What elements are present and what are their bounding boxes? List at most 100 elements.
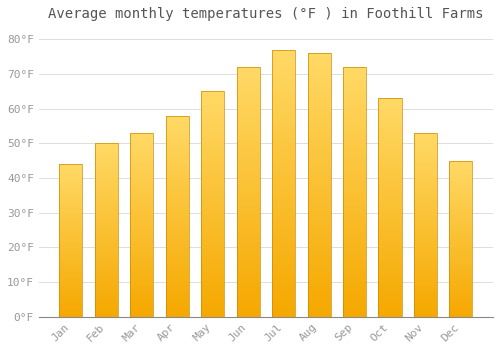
Bar bbox=[130, 271, 154, 273]
Bar bbox=[201, 287, 224, 290]
Bar bbox=[236, 127, 260, 130]
Bar bbox=[60, 180, 82, 181]
Bar bbox=[201, 159, 224, 161]
Bar bbox=[201, 258, 224, 260]
Bar bbox=[60, 205, 82, 207]
Bar bbox=[343, 117, 366, 120]
Bar bbox=[450, 239, 472, 240]
Bar bbox=[95, 144, 118, 317]
Bar bbox=[343, 149, 366, 152]
Bar bbox=[450, 262, 472, 264]
Bar bbox=[166, 216, 189, 218]
Bar bbox=[414, 164, 437, 166]
Bar bbox=[60, 239, 82, 240]
Bar bbox=[236, 287, 260, 289]
Bar bbox=[95, 293, 118, 294]
Bar bbox=[201, 301, 224, 303]
Bar bbox=[272, 223, 295, 226]
Bar bbox=[166, 124, 189, 126]
Bar bbox=[343, 87, 366, 90]
Bar bbox=[343, 155, 366, 157]
Bar bbox=[378, 170, 402, 173]
Bar bbox=[272, 170, 295, 173]
Bar bbox=[272, 306, 295, 309]
Bar bbox=[308, 290, 330, 293]
Bar bbox=[272, 138, 295, 141]
Bar bbox=[130, 227, 154, 229]
Bar bbox=[378, 160, 402, 162]
Bar bbox=[272, 58, 295, 61]
Bar bbox=[236, 262, 260, 264]
Bar bbox=[236, 197, 260, 199]
Bar bbox=[308, 153, 330, 156]
Bar bbox=[60, 311, 82, 312]
Bar bbox=[95, 313, 118, 315]
Bar bbox=[378, 153, 402, 155]
Bar bbox=[95, 225, 118, 227]
Bar bbox=[343, 112, 366, 114]
Bar bbox=[130, 155, 154, 157]
Bar bbox=[236, 180, 260, 182]
Bar bbox=[60, 251, 82, 253]
Bar bbox=[201, 283, 224, 285]
Bar bbox=[201, 112, 224, 114]
Bar bbox=[166, 226, 189, 228]
Bar bbox=[201, 263, 224, 265]
Bar bbox=[308, 156, 330, 159]
Bar bbox=[201, 146, 224, 148]
Bar bbox=[201, 211, 224, 213]
Bar bbox=[308, 108, 330, 111]
Bar bbox=[166, 315, 189, 317]
Bar bbox=[130, 186, 154, 188]
Bar bbox=[236, 307, 260, 309]
Bar bbox=[308, 119, 330, 122]
Bar bbox=[95, 222, 118, 223]
Bar bbox=[414, 223, 437, 225]
Bar bbox=[378, 188, 402, 190]
Bar bbox=[166, 166, 189, 168]
Bar bbox=[343, 230, 366, 232]
Bar bbox=[343, 132, 366, 135]
Bar bbox=[308, 167, 330, 169]
Bar bbox=[308, 280, 330, 282]
Bar bbox=[166, 162, 189, 164]
Bar bbox=[201, 157, 224, 159]
Bar bbox=[166, 120, 189, 122]
Bar bbox=[201, 152, 224, 155]
Bar bbox=[272, 149, 295, 151]
Bar bbox=[414, 289, 437, 291]
Bar bbox=[343, 257, 366, 259]
Bar bbox=[308, 298, 330, 301]
Bar bbox=[378, 275, 402, 278]
Bar bbox=[414, 280, 437, 282]
Bar bbox=[450, 251, 472, 253]
Bar bbox=[130, 256, 154, 258]
Bar bbox=[95, 247, 118, 249]
Bar bbox=[343, 294, 366, 297]
Bar bbox=[414, 287, 437, 289]
Bar bbox=[130, 282, 154, 284]
Bar bbox=[201, 231, 224, 233]
Bar bbox=[201, 220, 224, 222]
Bar bbox=[166, 136, 189, 138]
Bar bbox=[201, 218, 224, 220]
Bar bbox=[60, 273, 82, 274]
Bar bbox=[236, 237, 260, 239]
Bar bbox=[272, 285, 295, 287]
Bar bbox=[201, 91, 224, 94]
Bar bbox=[414, 135, 437, 137]
Bar bbox=[60, 221, 82, 222]
Bar bbox=[414, 219, 437, 221]
Bar bbox=[166, 116, 189, 317]
Bar bbox=[166, 200, 189, 202]
Bar bbox=[450, 237, 472, 239]
Bar bbox=[166, 156, 189, 158]
Bar bbox=[414, 306, 437, 308]
Bar bbox=[343, 72, 366, 75]
Bar bbox=[60, 201, 82, 202]
Bar bbox=[60, 210, 82, 211]
Bar bbox=[414, 249, 437, 251]
Bar bbox=[308, 53, 330, 56]
Bar bbox=[95, 182, 118, 183]
Bar bbox=[414, 214, 437, 216]
